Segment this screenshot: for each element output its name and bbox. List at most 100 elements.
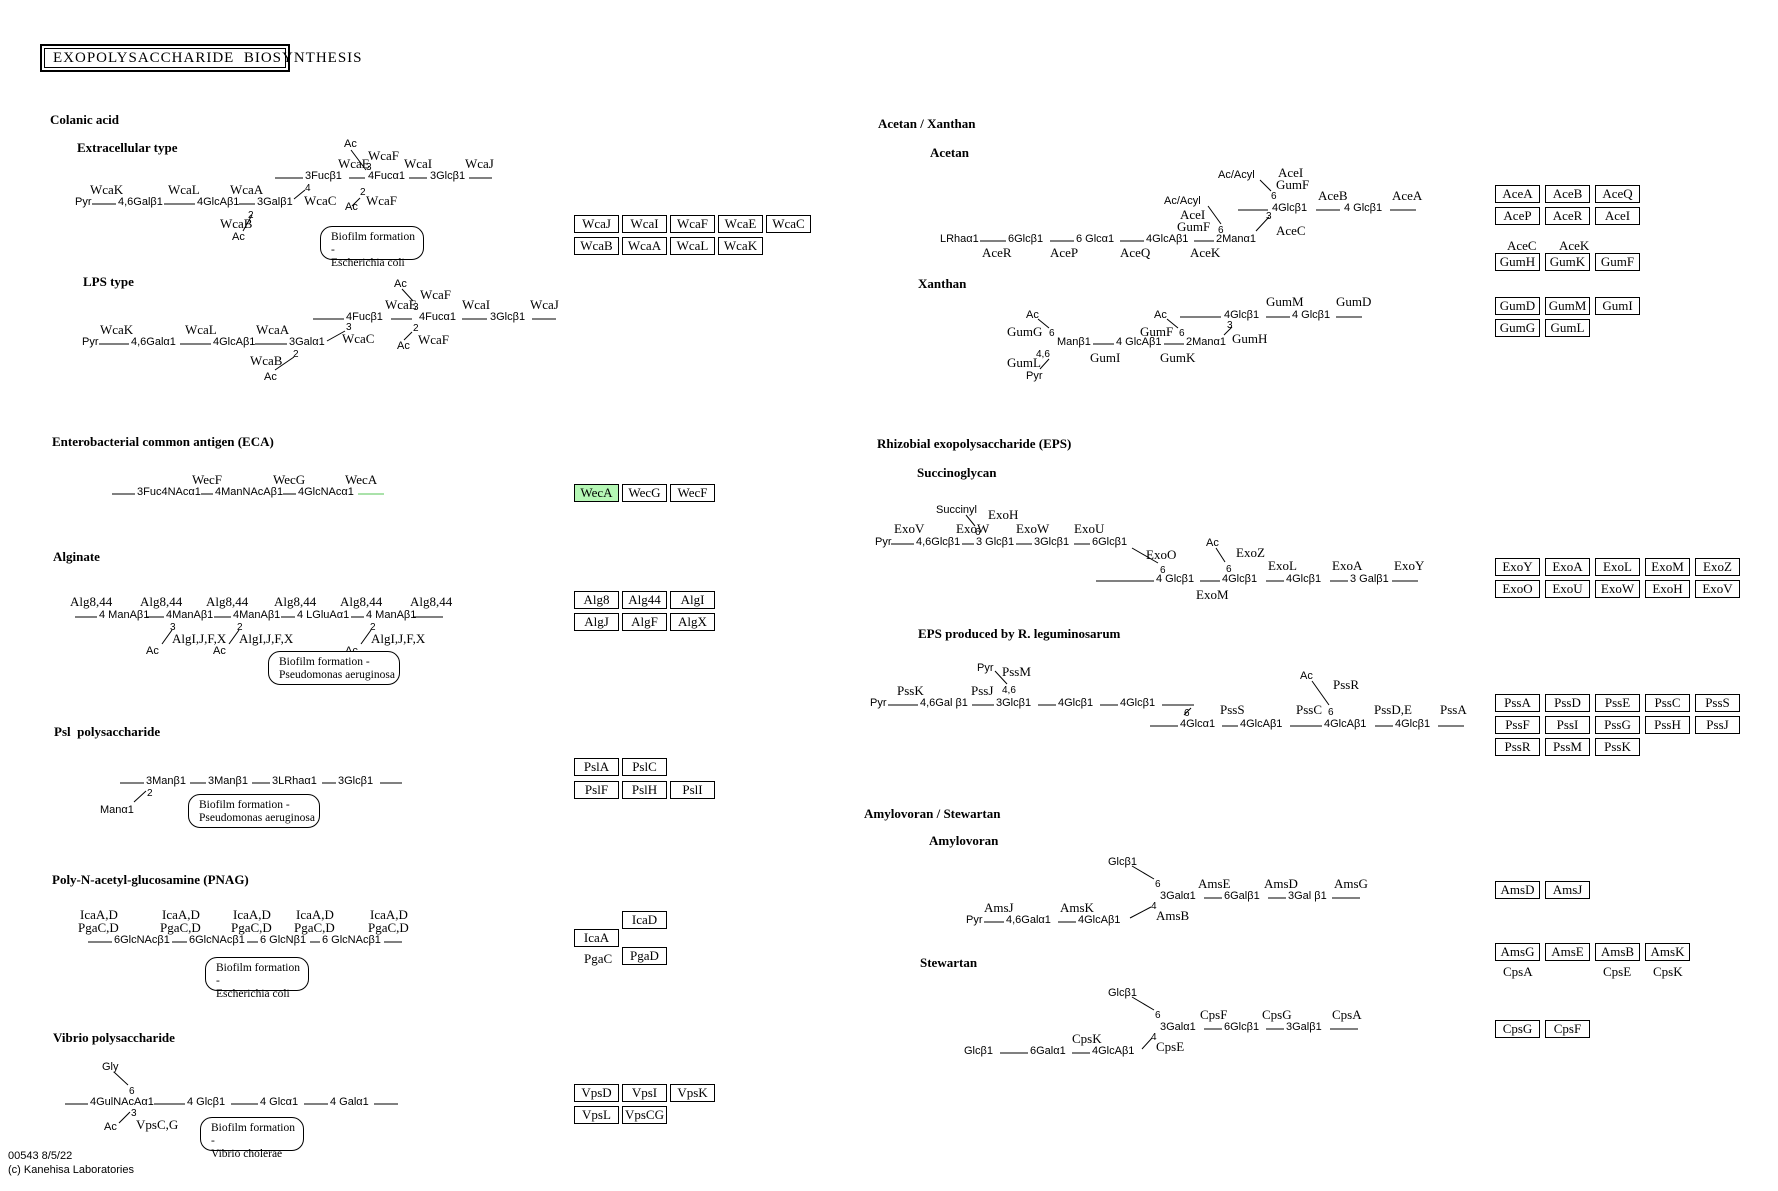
pathway-link-text: Escherichia coli: [216, 988, 290, 1000]
gene-box-icad[interactable]: IcaD: [622, 911, 667, 929]
gene-box-wcae[interactable]: WcaE: [718, 215, 763, 233]
gene-box-cpsf[interactable]: CpsF: [1545, 1020, 1590, 1038]
gene-box-amsk[interactable]: AmsK: [1645, 943, 1690, 961]
sugar-label: 4ManAβ1: [166, 609, 214, 621]
sugar-label: Ac: [264, 371, 277, 383]
pathway-link-text: Vibrio cholerae: [211, 1148, 283, 1160]
gene-box-gumg[interactable]: GumG: [1495, 319, 1540, 337]
connector-line: [351, 197, 361, 207]
gene-box-wcaj[interactable]: WcaJ: [574, 215, 619, 233]
connector-line: [1141, 1037, 1153, 1050]
gene-box-gumi[interactable]: GumI: [1595, 297, 1640, 315]
gene-box-acep[interactable]: AceP: [1495, 207, 1540, 225]
pathway-link-box[interactable]: Biofilm formation - Escherichia coli: [320, 226, 424, 269]
gene-box-exou[interactable]: ExoU: [1545, 580, 1590, 598]
gene-box-vpsi[interactable]: VpsI: [622, 1084, 667, 1102]
gene-box-gumf[interactable]: GumF: [1595, 253, 1640, 271]
sugar-label: Ac: [1026, 309, 1039, 321]
pathway-link-box[interactable]: Biofilm formation - Pseudomonas aeruginos…: [268, 651, 400, 685]
gene-box-exol[interactable]: ExoL: [1595, 558, 1640, 576]
gene-box-algi[interactable]: AlgI: [670, 591, 715, 609]
gene-box-exov[interactable]: ExoV: [1695, 580, 1740, 598]
gene-box-algf[interactable]: AlgF: [622, 613, 667, 631]
gene-box-acer[interactable]: AceR: [1545, 207, 1590, 225]
gene-box-wcai[interactable]: WcaI: [622, 215, 667, 233]
gene-box-aceq[interactable]: AceQ: [1595, 185, 1640, 203]
gene-box-psse[interactable]: PssE: [1595, 694, 1640, 712]
gene-box-alg44[interactable]: Alg44: [622, 591, 667, 609]
gene-box-vpsd[interactable]: VpsD: [574, 1084, 619, 1102]
pathway-link-box[interactable]: Biofilm formation - Vibrio cholerae: [200, 1117, 304, 1160]
gene-box-weca[interactable]: WecA: [574, 484, 619, 502]
gene-box-psss[interactable]: PssS: [1695, 694, 1740, 712]
gene-box-exoz[interactable]: ExoZ: [1695, 558, 1740, 576]
enzyme-label: WcaB: [250, 353, 283, 368]
gene-box-aceb[interactable]: AceB: [1545, 185, 1590, 203]
gene-box-wcaf[interactable]: WcaF: [670, 215, 715, 233]
gene-box-pssh[interactable]: PssH: [1645, 716, 1690, 734]
pathway-link-box[interactable]: Biofilm formation - Pseudomonas aeruginos…: [188, 794, 320, 828]
gene-box-pslh[interactable]: PslH: [622, 781, 667, 799]
linkage-position-label: 3: [1266, 211, 1272, 222]
gene-box-exoh[interactable]: ExoH: [1645, 580, 1690, 598]
gene-box-acei[interactable]: AceI: [1595, 207, 1640, 225]
enzyme-label: PgaC,D: [160, 920, 201, 935]
gene-box-algj[interactable]: AlgJ: [574, 613, 619, 631]
gene-box-vpsl[interactable]: VpsL: [574, 1106, 619, 1124]
gene-box-pssc[interactable]: PssC: [1645, 694, 1690, 712]
gene-box-psla[interactable]: PslA: [574, 758, 619, 776]
gene-box-guml[interactable]: GumL: [1545, 319, 1590, 337]
gene-box-psli[interactable]: PslI: [670, 781, 715, 799]
gene-box-amsd[interactable]: AmsD: [1495, 881, 1540, 899]
gene-box-pssi[interactable]: PssI: [1545, 716, 1590, 734]
gene-box-wcaa[interactable]: WcaA: [622, 237, 667, 255]
enzyme-label: IcaA,D: [162, 907, 200, 922]
gene-box-wcac[interactable]: WcaC: [766, 215, 811, 233]
enzyme-label: AlgI,J,F,X: [239, 631, 294, 646]
gene-box-pssr[interactable]: PssR: [1495, 738, 1540, 756]
gene-box-exow[interactable]: ExoW: [1595, 580, 1640, 598]
connector-line: [1183, 707, 1192, 716]
gene-box-pssm[interactable]: PssM: [1545, 738, 1590, 756]
gene-box-wcab[interactable]: WcaB: [574, 237, 619, 255]
gene-box-amsg[interactable]: AmsG: [1495, 943, 1540, 961]
gene-box-pssj[interactable]: PssJ: [1695, 716, 1740, 734]
gene-box-exom[interactable]: ExoM: [1645, 558, 1690, 576]
sugar-label: 3Fucβ1: [305, 170, 342, 182]
gene-box-wecf[interactable]: WecF: [670, 484, 715, 502]
sugar-label: 4Glcβ1: [1058, 697, 1094, 709]
gene-box-vpscg[interactable]: VpsCG: [622, 1106, 667, 1124]
gene-box-wecg[interactable]: WecG: [622, 484, 667, 502]
gene-box-wcal[interactable]: WcaL: [670, 237, 715, 255]
enzyme-label: WcaC: [342, 331, 375, 346]
gene-box-exoa[interactable]: ExoA: [1545, 558, 1590, 576]
gene-box-pssk[interactable]: PssK: [1595, 738, 1640, 756]
gene-box-alg8[interactable]: Alg8: [574, 591, 619, 609]
gene-box-gumd[interactable]: GumD: [1495, 297, 1540, 315]
pathway-link-box[interactable]: Biofilm formation - Escherichia coli: [205, 957, 309, 1000]
gene-box-gumm[interactable]: GumM: [1545, 297, 1590, 315]
gene-box-acea[interactable]: AceA: [1495, 185, 1540, 203]
gene-box-icaa[interactable]: IcaA: [574, 929, 619, 947]
gene-box-amsb[interactable]: AmsB: [1595, 943, 1640, 961]
gene-box-pslf[interactable]: PslF: [574, 781, 619, 799]
gene-box-cpsg[interactable]: CpsG: [1495, 1020, 1540, 1038]
gene-box-vpsk[interactable]: VpsK: [670, 1084, 715, 1102]
gene-box-amse[interactable]: AmsE: [1545, 943, 1590, 961]
gene-box-pgad[interactable]: PgaD: [622, 947, 667, 965]
gene-box-gumk[interactable]: GumK: [1545, 253, 1590, 271]
gene-box-pssg[interactable]: PssG: [1595, 716, 1640, 734]
gene-box-pssa[interactable]: PssA: [1495, 694, 1540, 712]
gene-box-pslc[interactable]: PslC: [622, 758, 667, 776]
gene-box-exoy[interactable]: ExoY: [1495, 558, 1540, 576]
gene-box-gumh[interactable]: GumH: [1495, 253, 1540, 271]
gene-box-amsj[interactable]: AmsJ: [1545, 881, 1590, 899]
gene-box-pssf[interactable]: PssF: [1495, 716, 1540, 734]
gene-box-algx[interactable]: AlgX: [670, 613, 715, 631]
sugar-label: Ac: [213, 645, 226, 657]
sugar-label: 4 Glcβ1: [1344, 202, 1383, 214]
gene-box-pssd[interactable]: PssD: [1545, 694, 1590, 712]
gene-box-exoo[interactable]: ExoO: [1495, 580, 1540, 598]
section-header: Acetan / Xanthan: [878, 116, 976, 131]
gene-box-wcak[interactable]: WcaK: [718, 237, 763, 255]
